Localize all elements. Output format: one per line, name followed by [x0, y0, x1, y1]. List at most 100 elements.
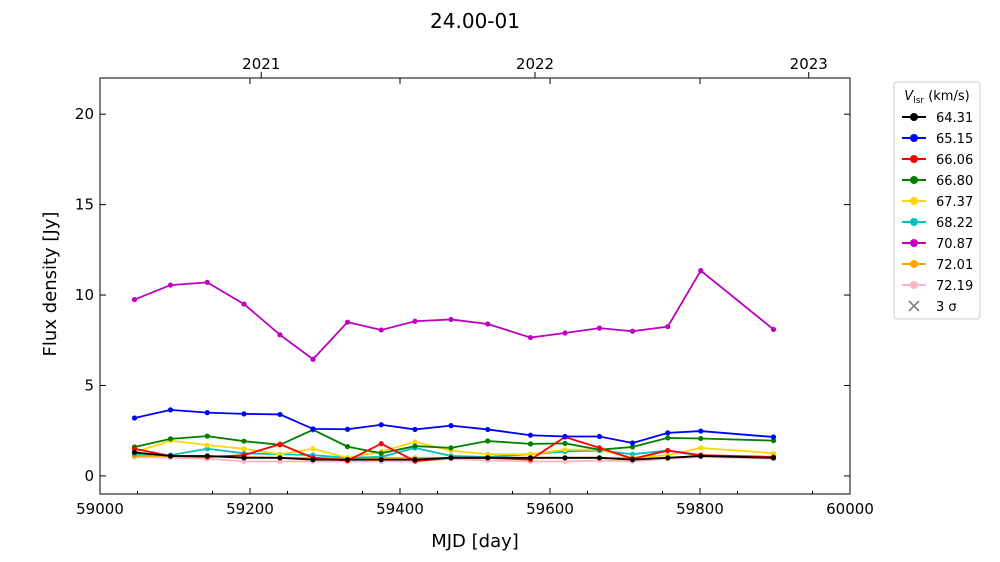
data-point-64.31 [448, 455, 454, 461]
legend-marker-65.15 [910, 134, 918, 142]
data-point-65.15 [412, 426, 418, 433]
data-point-64.31 [310, 457, 316, 463]
legend-label: 72.19 [936, 279, 973, 294]
data-point-66.80 [770, 438, 777, 444]
data-point-66.80 [241, 438, 247, 444]
legend-marker-67.37 [910, 197, 918, 205]
data-point-70.87 [167, 282, 174, 288]
y-axis-label: Flux density [Jy] [40, 212, 61, 357]
data-point-65.15 [310, 426, 316, 432]
series-line-64.31 [134, 451, 774, 461]
chart-title: 24.00-01 [430, 9, 520, 33]
legend-label: 72.01 [936, 258, 973, 273]
legend-marker-66.06 [910, 155, 918, 163]
data-point-72.19 [241, 458, 247, 465]
y-tick-label: 0 [84, 467, 94, 485]
data-point-70.87 [448, 316, 454, 323]
data-point-64.31 [241, 455, 247, 461]
data-point-66.06 [277, 441, 283, 447]
x-tick-label: 59200 [226, 500, 274, 518]
data-point-70.87 [698, 268, 704, 274]
data-point-70.87 [131, 296, 138, 303]
y-tick-label: 15 [75, 196, 94, 214]
data-point-70.87 [770, 326, 777, 333]
data-point-64.31 [412, 457, 418, 463]
legend-items: 64.31 65.15 66.06 66.80 67.37 68.22 70.87 72.01… [902, 111, 973, 315]
series-line-66.80 [134, 428, 774, 455]
data-point-65.15 [344, 426, 351, 432]
data-point-67.37 [412, 439, 418, 445]
data-point-67.37 [698, 445, 704, 451]
data-point-65.15 [596, 433, 603, 440]
data-point-66.06 [378, 441, 384, 447]
series-line-65.15 [134, 408, 774, 444]
data-point-64.31 [665, 455, 671, 461]
data-point-64.31 [204, 453, 210, 459]
y-tick-label: 5 [84, 376, 94, 394]
data-point-66.06 [131, 446, 138, 452]
data-point-64.31 [698, 453, 704, 459]
data-point-67.37 [310, 446, 316, 452]
y-tick-label: 10 [75, 286, 94, 304]
legend-sigma-label: 3 σ [936, 300, 957, 315]
series-line-68.22 [134, 446, 774, 459]
data-point-68.22 [629, 451, 636, 457]
data-point-64.31 [596, 455, 603, 461]
data-point-64.31 [485, 455, 491, 461]
data-point-64.31 [562, 455, 568, 461]
year-tick-label: 2022 [516, 55, 554, 73]
x-tick-label: 59600 [526, 500, 574, 518]
year-tick-label: 2021 [242, 55, 280, 73]
data-point-65.15 [527, 432, 534, 438]
data-point-70.87 [596, 325, 603, 331]
data-point-66.80 [167, 436, 174, 442]
data-point-70.87 [562, 330, 568, 336]
data-point-64.31 [167, 453, 174, 459]
data-point-64.31 [378, 457, 384, 463]
series-line-70.87 [134, 269, 775, 361]
x-tick-label: 59000 [76, 500, 124, 518]
data-point-65.15 [629, 440, 636, 446]
legend-label: 70.87 [936, 237, 973, 252]
legend-title-sub: lsr [913, 96, 924, 106]
x-tick-label: 59800 [676, 500, 724, 518]
plot-area [131, 268, 777, 465]
data-point-64.31 [344, 457, 351, 463]
data-point-64.31 [131, 449, 138, 455]
data-point-65.15 [204, 410, 210, 416]
legend-label: 64.31 [936, 111, 973, 126]
data-point-70.87 [665, 324, 671, 330]
data-point-65.15 [241, 411, 247, 417]
legend-marker-72.19 [910, 281, 918, 289]
legend-label: 65.15 [936, 132, 973, 147]
data-point-64.31 [770, 455, 777, 461]
data-point-70.87 [378, 327, 384, 333]
data-point-65.15 [562, 433, 568, 440]
data-point-65.15 [448, 423, 454, 429]
data-point-65.15 [665, 430, 671, 436]
data-point-64.31 [277, 455, 283, 461]
legend-marker-66.80 [910, 176, 918, 184]
data-point-70.87 [412, 318, 418, 324]
data-point-70.87 [527, 334, 534, 341]
plot-frame [99, 77, 851, 495]
data-point-64.31 [629, 457, 636, 463]
data-point-70.87 [241, 301, 247, 307]
data-point-65.15 [698, 428, 704, 434]
data-point-66.80 [527, 441, 534, 447]
legend-label: 68.22 [936, 216, 973, 231]
data-point-65.15 [485, 426, 491, 433]
data-point-66.80 [562, 440, 568, 446]
data-point-66.80 [485, 438, 491, 444]
data-point-66.80 [204, 433, 210, 439]
year-tick-label: 2023 [790, 55, 828, 73]
data-point-64.31 [527, 455, 534, 461]
data-point-67.37 [204, 442, 210, 448]
legend-marker-70.87 [910, 239, 918, 247]
data-point-66.80 [629, 444, 636, 450]
data-point-66.80 [448, 445, 454, 451]
data-point-70.87 [629, 328, 636, 334]
legend-label: 66.80 [936, 174, 973, 189]
data-point-65.15 [131, 415, 138, 421]
